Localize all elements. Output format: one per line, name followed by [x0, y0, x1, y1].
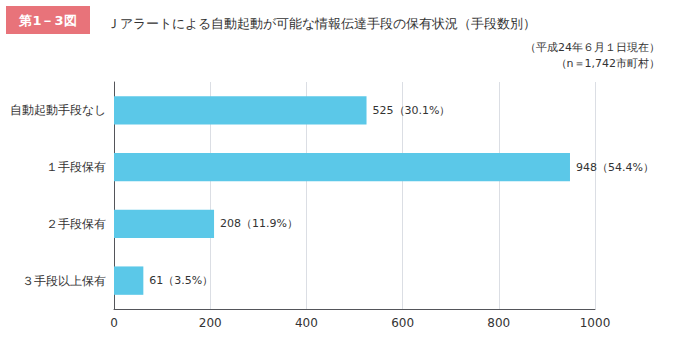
- svg-text:525（30.1%）: 525（30.1%）: [373, 104, 451, 117]
- svg-text:Ｊアラートによる自動起動が可能な情報伝達手段の保有状況（手段: Ｊアラートによる自動起動が可能な情報伝達手段の保有状況（手段数別）: [107, 16, 536, 31]
- svg-text:２手段保有: ２手段保有: [46, 217, 106, 231]
- svg-text:第1－3図: 第1－3図: [18, 13, 76, 28]
- svg-text:400: 400: [295, 316, 318, 330]
- svg-text:自動起動手段なし: 自動起動手段なし: [10, 103, 106, 117]
- svg-text:61（3.5%）: 61（3.5%）: [149, 274, 213, 287]
- svg-text:（平成24年６月１日現在）: （平成24年６月１日現在）: [525, 41, 660, 54]
- svg-text:0: 0: [110, 316, 118, 330]
- svg-text:１手段保有: １手段保有: [46, 160, 106, 174]
- svg-text:948（54.4%）: 948（54.4%）: [576, 161, 654, 174]
- svg-text:３手段以上保有: ３手段以上保有: [22, 274, 106, 288]
- svg-text:（n＝1,742市町村）: （n＝1,742市町村）: [556, 57, 660, 70]
- svg-text:1000: 1000: [580, 316, 611, 330]
- svg-text:208（11.9%）: 208（11.9%）: [220, 217, 298, 230]
- svg-text:200: 200: [199, 316, 222, 330]
- svg-text:600: 600: [391, 316, 414, 330]
- svg-text:800: 800: [487, 316, 510, 330]
